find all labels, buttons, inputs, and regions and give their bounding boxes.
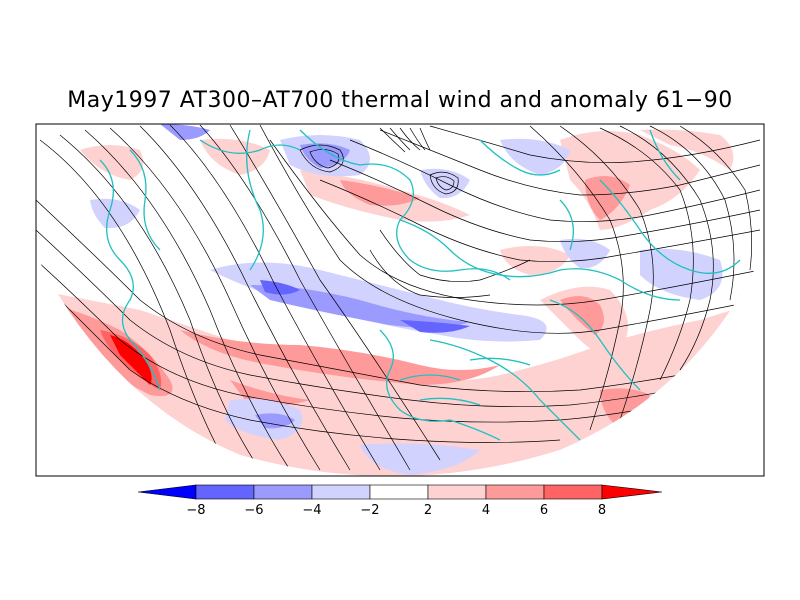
colorbar-label: −6 [244, 503, 263, 518]
thermal-wind-streamlines [36, 124, 761, 471]
colorbar-swatch-lt-8 [137, 484, 197, 500]
figure-title: May1997 AT300–AT700 thermal wind and ano… [67, 88, 733, 113]
colorbar-swatch-6-8 [543, 484, 603, 500]
colorbar-swatch-2-4 [427, 484, 487, 500]
colorbar-swatch-neutral [369, 484, 429, 500]
colorbar-swatch-gt-8 [601, 484, 663, 500]
colorbar: −8 −6 −4 −2 2 4 6 8 [137, 484, 663, 518]
colorbar-swatch-4-2 [311, 484, 371, 500]
map-frame [35, 123, 765, 477]
colorbar-label: 6 [540, 503, 548, 518]
colorbar-label: −8 [186, 503, 205, 518]
colorbar-swatch-4-6 [485, 484, 545, 500]
anomaly-shading [36, 124, 764, 477]
coastlines [99, 129, 741, 441]
colorbar-label: −4 [302, 503, 321, 518]
colorbar-label: 8 [598, 503, 606, 518]
colorbar-label: 2 [424, 503, 432, 518]
colorbar-label: 4 [482, 503, 490, 518]
colorbar-label: −2 [360, 503, 379, 518]
colorbar-swatch-6-4 [253, 484, 313, 500]
colorbar-swatch-8-6 [195, 484, 255, 500]
